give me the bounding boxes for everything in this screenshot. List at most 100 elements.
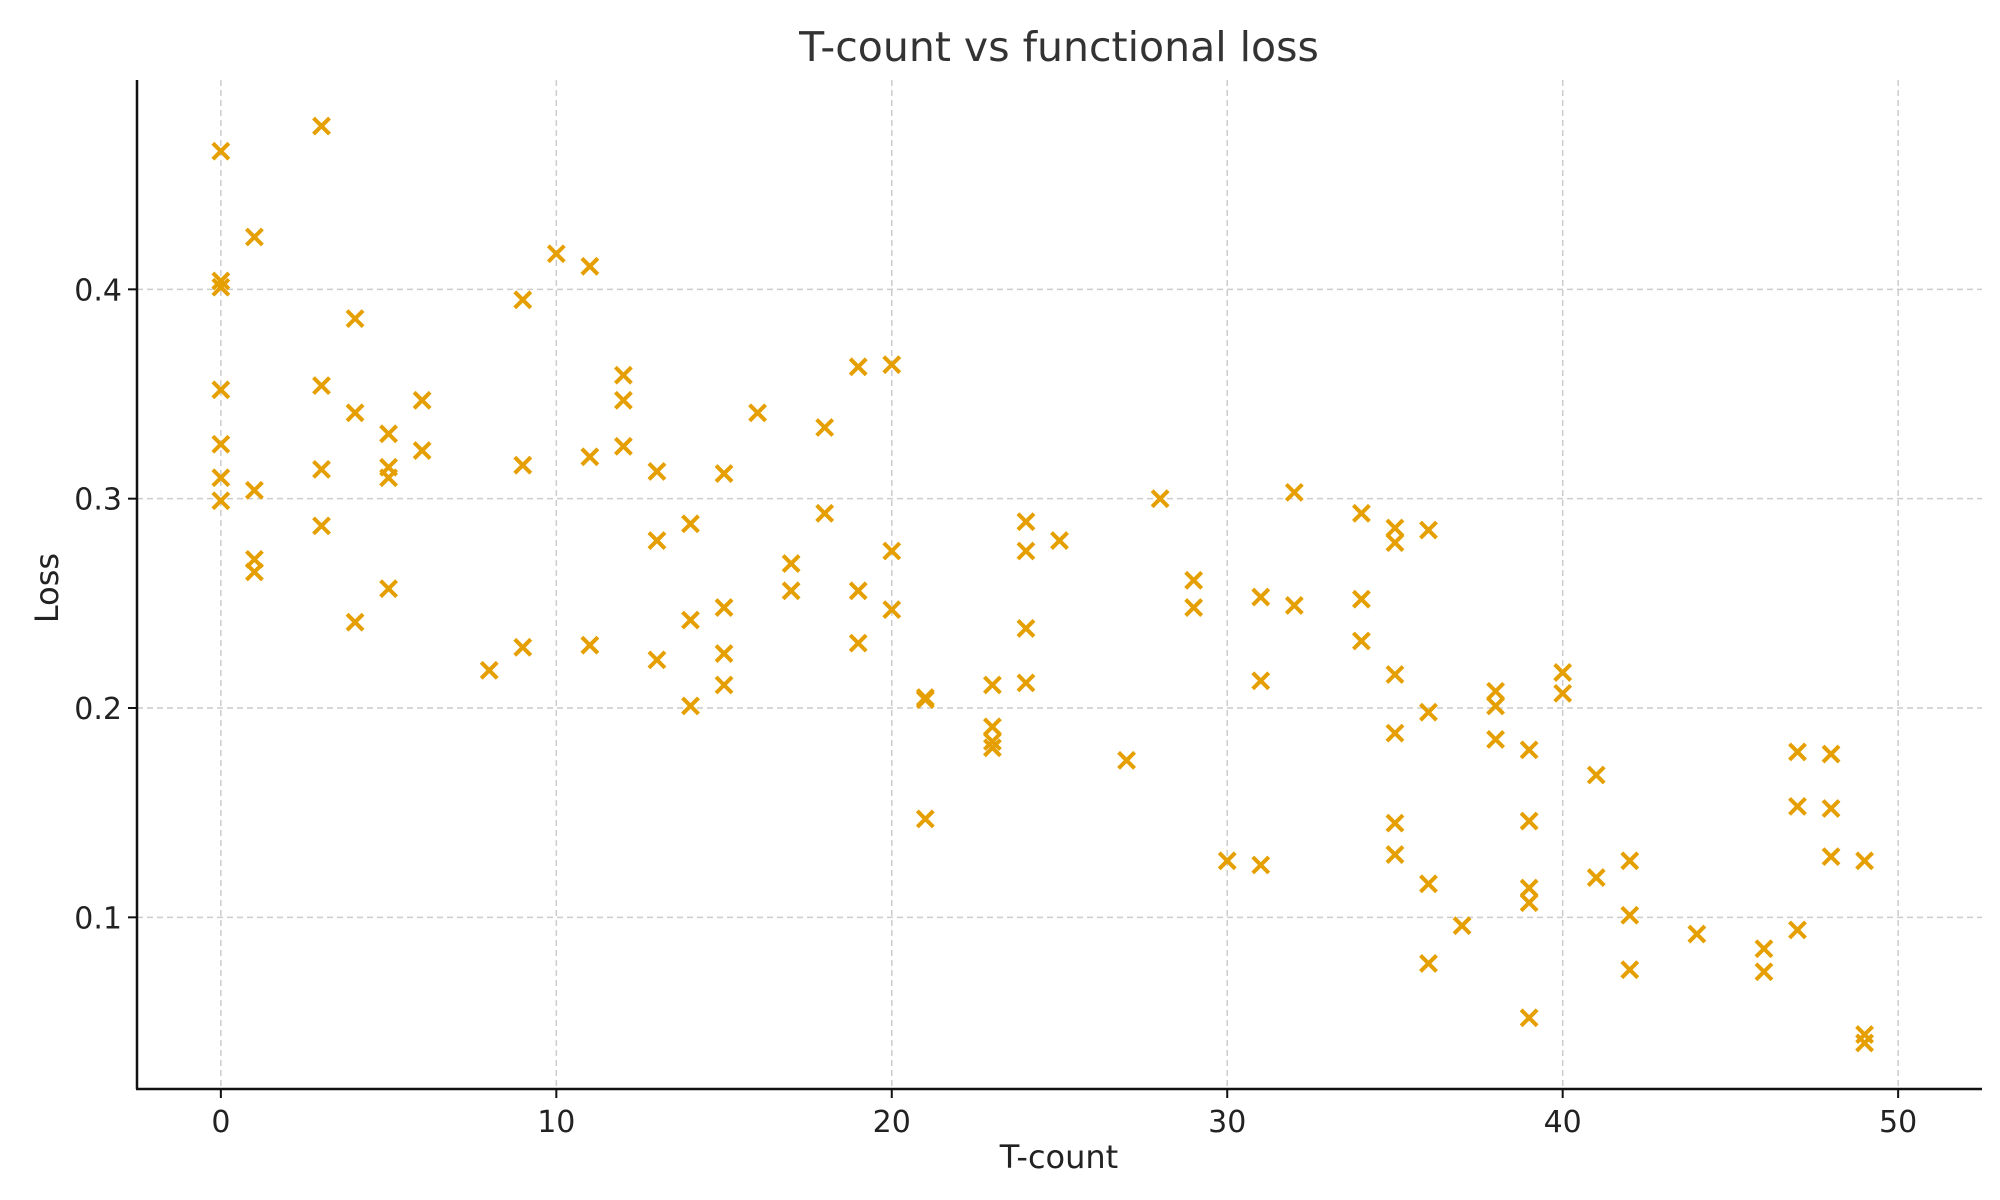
data-point <box>1184 570 1204 590</box>
y-axis-label: Loss <box>28 553 66 623</box>
data-point <box>1385 665 1405 684</box>
data-point <box>1016 619 1036 638</box>
data-point <box>1419 874 1438 894</box>
data-point <box>1351 631 1371 651</box>
data-point <box>915 690 935 710</box>
grid-layer <box>137 80 1982 1089</box>
data-point <box>915 809 935 829</box>
data-point <box>1754 962 1774 982</box>
data-point <box>781 581 801 601</box>
x-tick-label: 20 <box>873 1105 911 1140</box>
data-point <box>1788 742 1807 762</box>
data-point <box>312 116 331 136</box>
data-point <box>513 290 533 310</box>
data-point <box>1251 671 1271 691</box>
data-point <box>882 355 902 375</box>
data-point <box>211 271 231 291</box>
data-point <box>647 650 667 670</box>
data-point <box>1687 924 1707 944</box>
data-point <box>882 600 902 620</box>
x-tick-label: 50 <box>1879 1105 1917 1140</box>
data-point <box>982 732 1002 751</box>
data-point <box>1016 541 1036 561</box>
data-point <box>1486 681 1506 701</box>
data-point <box>1419 953 1438 973</box>
data-point <box>1586 868 1606 887</box>
y-tick-label: 0.4 <box>74 273 122 308</box>
data-point <box>1821 799 1841 818</box>
data-point <box>211 380 231 400</box>
data-point <box>513 637 533 657</box>
data-point <box>1519 811 1539 831</box>
data-point <box>211 468 231 488</box>
data-point <box>345 403 365 423</box>
data-point <box>1788 796 1807 816</box>
x-tick-label: 0 <box>211 1105 230 1140</box>
data-point <box>1117 750 1137 770</box>
data-point <box>1284 482 1304 502</box>
data-point <box>580 256 600 276</box>
data-point <box>1419 702 1438 722</box>
data-point <box>1754 939 1774 959</box>
data-point <box>1519 1008 1539 1028</box>
data-point <box>1284 596 1304 615</box>
data-point <box>1620 905 1640 925</box>
data-point <box>815 418 835 437</box>
data-point <box>647 462 667 481</box>
data-point <box>613 390 633 410</box>
x-tick-label: 10 <box>537 1105 575 1140</box>
data-point <box>244 227 264 247</box>
data-point <box>312 459 331 479</box>
data-point <box>1788 920 1807 940</box>
data-point <box>1251 855 1271 875</box>
data-point <box>379 424 399 444</box>
data-point <box>848 357 868 377</box>
y-tick-label: 0.3 <box>74 483 122 518</box>
data-point <box>1050 531 1069 550</box>
data-point <box>982 717 1002 737</box>
x-tick-label: 40 <box>1544 1105 1582 1140</box>
data-point <box>1351 503 1371 523</box>
data-point <box>1553 663 1573 682</box>
data-point <box>1385 518 1405 538</box>
data-point <box>613 365 633 385</box>
data-point <box>714 464 734 483</box>
data-point <box>1553 683 1573 703</box>
y-tick-label: 0.1 <box>74 901 122 936</box>
data-point <box>1519 893 1539 913</box>
data-point <box>647 531 667 550</box>
chart-title: T-count vs functional loss <box>798 23 1319 71</box>
data-point <box>1620 851 1640 871</box>
data-point <box>714 598 734 617</box>
data-point <box>1016 673 1036 693</box>
data-point <box>1586 765 1606 785</box>
data-point <box>244 480 264 500</box>
data-point <box>211 434 231 454</box>
points-layer <box>211 116 1875 1053</box>
data-point <box>244 562 264 582</box>
data-point <box>848 633 868 653</box>
data-point <box>1419 520 1438 540</box>
data-point <box>1855 1033 1875 1053</box>
data-point <box>1385 845 1405 864</box>
data-point <box>1821 847 1841 867</box>
data-point <box>748 403 768 423</box>
data-point <box>1217 851 1237 871</box>
data-point <box>1519 740 1539 760</box>
data-point <box>1184 598 1204 617</box>
data-point <box>312 516 331 536</box>
data-point <box>982 675 1002 695</box>
data-point <box>1016 512 1036 532</box>
ticks-layer: 0 10 20 30 40 50 0.1 0.2 0.3 0.4 <box>74 273 1917 1140</box>
data-point <box>412 441 432 460</box>
data-point <box>379 579 399 599</box>
data-point <box>681 696 700 716</box>
data-point <box>580 635 600 655</box>
data-point <box>714 644 734 663</box>
data-point <box>1486 729 1506 749</box>
data-point <box>1486 696 1506 716</box>
data-point <box>1385 723 1405 743</box>
data-point <box>513 455 533 475</box>
data-point <box>379 468 399 488</box>
